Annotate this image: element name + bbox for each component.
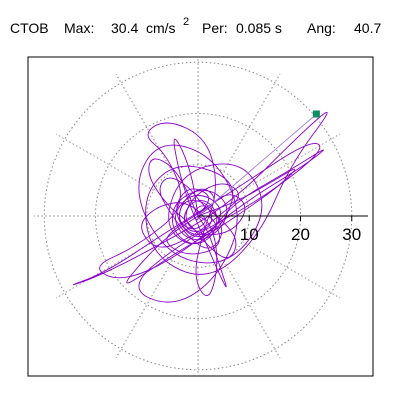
- orbit-trace-2: [171, 188, 228, 245]
- grid-spoke-150: [55, 133, 154, 191]
- max-angle-line: [197, 114, 317, 217]
- orbit-trace-3: [148, 158, 237, 259]
- orbit-trace-4: [126, 168, 296, 284]
- grid-spoke-240: [115, 260, 173, 359]
- max-value: 30.4: [111, 20, 138, 36]
- orbit-trace-5: [173, 138, 227, 288]
- angle-value: 40.7: [354, 20, 381, 36]
- station-code: CTOB: [10, 20, 49, 36]
- period-label: Per:: [202, 20, 228, 36]
- grid-spoke-30: [242, 133, 341, 191]
- grid-spoke-300: [223, 260, 281, 359]
- max-amplitude-marker: [312, 110, 320, 118]
- radial-tick-label-3: 30: [342, 225, 361, 244]
- radial-tick-label-2: 20: [291, 225, 310, 244]
- angle-label: Ang:: [307, 20, 336, 36]
- grid-spoke-210: [55, 241, 154, 299]
- period-value: 0.085 s: [236, 20, 282, 36]
- radial-tick-label-1: 10: [240, 225, 259, 244]
- grid-spoke-120: [115, 73, 173, 172]
- max-unit-exponent: 2: [183, 16, 189, 28]
- max-label: Max:: [64, 20, 94, 36]
- grid-spoke-60: [223, 73, 281, 172]
- radial-axis: 10 20 30: [198, 215, 368, 244]
- particle-motion-orbit: [73, 110, 328, 303]
- grid-spoke-330: [242, 241, 341, 299]
- chart-header: CTOB Max: 30.4 cm/s 2 Per: 0.085 s Ang: …: [10, 16, 381, 36]
- max-unit: cm/s: [146, 20, 176, 36]
